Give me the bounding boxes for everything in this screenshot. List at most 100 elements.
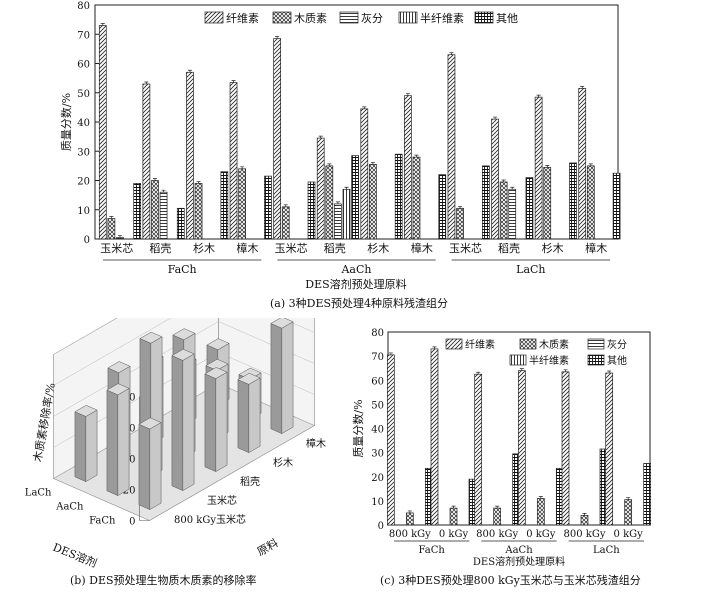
y-tick-label: 40 <box>371 425 384 436</box>
bar-top <box>107 361 131 373</box>
error-bar <box>275 36 280 39</box>
x-axis-label: DES溶剂 <box>51 540 99 568</box>
x-axis-label: DES溶剂预处理原料 <box>473 555 565 568</box>
legend-swatch <box>509 354 527 366</box>
chart-b: 020406080FaChAaChLaCh800 kGy玉米芯玉米芯稻壳杉木樟木… <box>25 318 326 568</box>
bar <box>316 137 325 240</box>
bar-face-left <box>171 355 184 491</box>
bar3d <box>106 383 130 497</box>
bar <box>386 354 395 526</box>
bar-face-left <box>106 389 119 496</box>
error-bar <box>117 235 122 238</box>
bar <box>229 82 238 240</box>
z-tick-label: 0 <box>129 517 135 528</box>
group-label: FaCh <box>419 545 446 556</box>
bar <box>176 207 185 240</box>
bar <box>405 512 414 526</box>
x-tick-label: 稻壳 <box>324 241 346 255</box>
bar <box>493 507 502 526</box>
bar <box>536 498 545 526</box>
bar3d <box>204 367 228 473</box>
error-bar <box>432 346 437 349</box>
bar <box>264 175 272 240</box>
bar <box>482 165 490 240</box>
bar <box>342 188 351 240</box>
bar <box>360 108 369 240</box>
bar <box>404 95 412 240</box>
error-bar <box>626 497 631 500</box>
error-bar <box>493 116 498 120</box>
legend-swatch <box>398 11 418 24</box>
legend-label: 纤维素 <box>465 338 495 351</box>
y-tick-label: 50 <box>77 89 90 100</box>
x-tick-label: 800 kGy <box>389 529 431 540</box>
x-tick-label: 樟木 <box>237 241 259 255</box>
bar <box>151 180 159 240</box>
y-tick-label: 50 <box>371 400 384 411</box>
bar <box>474 373 483 526</box>
bar <box>220 171 229 240</box>
bar <box>491 118 499 240</box>
y-tick-label: 40 <box>77 118 90 129</box>
bar <box>624 499 633 526</box>
bar <box>449 507 458 526</box>
bar <box>612 172 621 240</box>
bar-top <box>206 338 230 351</box>
bar <box>605 372 614 526</box>
error-bar <box>196 181 201 184</box>
bar <box>569 162 577 240</box>
bar <box>369 164 377 240</box>
legend-label: 半纤维素 <box>420 11 464 25</box>
bar <box>517 370 526 526</box>
group-label: AaCh <box>340 263 371 276</box>
bar <box>186 71 194 240</box>
error-bar <box>588 163 593 166</box>
x-tick-labels: 玉米芯 稻壳 杉木 樟木 玉米芯 稻壳 杉木 樟木 玉米芯 稻壳 杉木 樟木 FaCh AaCh LaCh <box>100 241 610 276</box>
bar <box>281 206 290 240</box>
bar <box>438 174 447 240</box>
legend: 纤维素 木质素 灰分 半纤维素 其他 <box>204 11 518 25</box>
error-bar <box>327 163 332 166</box>
error-bar <box>405 93 410 96</box>
bars <box>98 23 621 240</box>
error-bar <box>501 179 506 182</box>
y-tick-label: 70 <box>77 30 90 41</box>
x-tick-label: 杉木 <box>367 241 389 255</box>
x-tick-label: 800 kGy <box>476 529 518 540</box>
bar <box>525 177 534 240</box>
bar <box>142 83 151 240</box>
error-bar <box>451 505 456 509</box>
error-bar <box>495 505 500 509</box>
x-tick-label: 0 kGy <box>614 529 644 540</box>
bar-top <box>270 318 294 329</box>
bar-top <box>139 331 163 344</box>
bar-top <box>138 417 162 430</box>
bar <box>578 88 587 240</box>
bar <box>133 183 142 240</box>
error-bar <box>458 205 463 209</box>
legend-label: 灰分 <box>361 11 383 25</box>
bar3d <box>237 372 261 454</box>
bar-face-left <box>270 323 283 434</box>
bar <box>116 237 124 240</box>
error-bar <box>607 370 612 374</box>
error-bar <box>240 166 245 169</box>
bar <box>273 38 281 240</box>
legend-swatch <box>587 338 605 350</box>
bar-top <box>205 358 229 371</box>
error-bar <box>414 154 419 158</box>
bar <box>430 348 439 526</box>
bar-face-right <box>85 409 98 483</box>
error-bar <box>370 162 375 165</box>
bar-face-right <box>182 353 195 492</box>
y-tick-label: 30 <box>371 449 384 460</box>
error-bar <box>344 186 349 190</box>
bar-face-right <box>117 387 130 497</box>
caption-a: (a) 3种DES预处理4种原料残渣组分 <box>270 297 449 310</box>
bar <box>643 463 652 526</box>
x-tick-label: 樟木 <box>411 241 433 255</box>
x-tick-label: 杉木 <box>193 241 215 255</box>
legend-label: 木质素 <box>539 338 569 351</box>
bar <box>508 188 517 240</box>
bar <box>194 183 203 240</box>
